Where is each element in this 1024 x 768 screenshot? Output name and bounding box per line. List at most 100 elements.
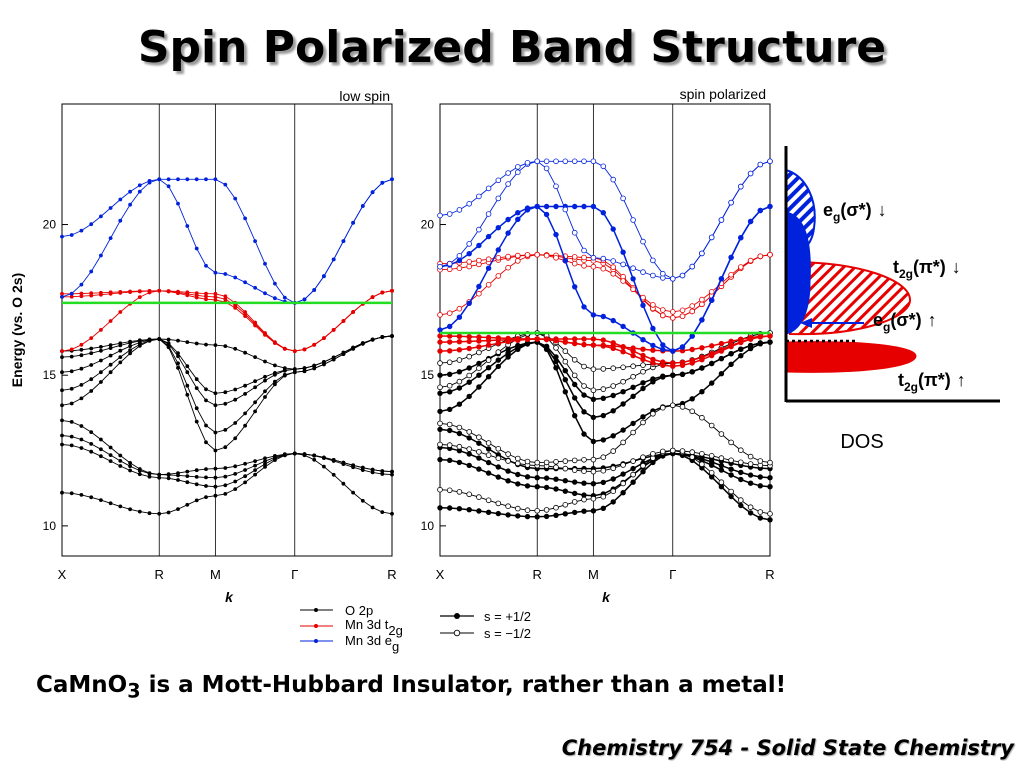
left-band-o2p-point xyxy=(380,335,385,339)
dos-t2g-up-label: t2g(π*) ↑ xyxy=(898,370,966,394)
right-band-t2g-up-point xyxy=(757,334,763,340)
left-band-t2g-point xyxy=(253,320,257,325)
left-band-o2p-point xyxy=(360,465,365,470)
right-band-eg-down-point xyxy=(485,185,492,192)
right-band-t2g-up-point xyxy=(456,339,463,345)
left-band-t2g-point xyxy=(166,289,171,293)
right-band-o2p-down-point xyxy=(571,467,578,473)
right-band-o2p-up-point xyxy=(738,469,744,476)
left-band-o2p-point xyxy=(253,472,257,477)
left-band-o2p-point xyxy=(243,411,248,416)
left-band-o2p-point xyxy=(69,386,74,391)
right-band-t2g-up-point xyxy=(747,336,754,342)
left-band-eg-point xyxy=(79,228,84,233)
right-band-t2g-down-point xyxy=(679,307,686,314)
right-band-o2p-up-point xyxy=(476,508,482,514)
right-band-o2p-down-point xyxy=(767,510,773,517)
right-band-o2p-down-point xyxy=(737,497,744,503)
right-band-o2p-up-point xyxy=(572,395,578,401)
right-band-eg-down-point xyxy=(669,275,676,282)
right-band-o2p-down-point xyxy=(590,495,597,502)
right-band-eg-down-point xyxy=(590,254,597,261)
right-band-o2p-up-point xyxy=(630,393,636,399)
left-band-o2p-point xyxy=(351,345,355,350)
right-band-eg-down-point xyxy=(640,238,646,245)
left-band-o2p-point xyxy=(223,474,228,479)
left-band-t2g-point xyxy=(99,290,103,295)
right-band-o2p-up-point xyxy=(581,431,587,437)
left-band-eg-point xyxy=(166,177,171,182)
right-band-o2p-down-point xyxy=(590,387,597,394)
right-band-t2g-down-point xyxy=(581,254,587,261)
left-band-eg-point xyxy=(60,295,64,299)
right-band-t2g-up-point xyxy=(590,342,597,348)
left-band-o2p-point xyxy=(204,423,208,428)
left-band-o2p-point xyxy=(194,406,199,411)
left-band-o2p-point xyxy=(243,423,248,428)
left-band-o2p-point xyxy=(60,370,64,375)
right-band-o2p-down-point xyxy=(514,505,521,512)
right-band-eg-up-point xyxy=(553,231,559,238)
right-band-o2p-up-point xyxy=(581,480,587,486)
left-band-o2p-point xyxy=(89,430,94,434)
left-band-o2p-point xyxy=(370,337,375,342)
left-band-o2p-point xyxy=(128,468,133,473)
right-band-o2p-up-point xyxy=(600,395,606,401)
left-band-o2p-point xyxy=(282,366,287,370)
left-band-o2p-point xyxy=(99,447,103,452)
right-band-t2g-down-point xyxy=(620,278,626,284)
left-band-o2p-point xyxy=(118,459,123,463)
right-band-eg-up-point xyxy=(689,333,695,339)
left-band-o2p-point xyxy=(60,355,64,359)
left-band-eg-point xyxy=(233,196,238,201)
right-band-t2g-up-point xyxy=(689,357,695,363)
left-band-t2g-point xyxy=(69,347,74,352)
right-band-t2g-up-point xyxy=(650,356,656,363)
right-band-o2p-up-point xyxy=(466,435,472,441)
right-band-eg-down-point xyxy=(524,160,531,166)
right-band-eg-up-point xyxy=(660,342,666,348)
left-band-eg-point xyxy=(99,253,103,258)
right-band-eg-up-point xyxy=(466,251,472,257)
right-band-t2g-up-point xyxy=(466,338,472,345)
right-band-o2p-up-point xyxy=(505,468,511,474)
right-band-t2g-down-point xyxy=(514,258,521,264)
left-band-t2g-point xyxy=(380,290,385,295)
left-band-o2p-point xyxy=(99,454,103,459)
left-band-t2g-point xyxy=(89,336,94,340)
left-band-o2p-point xyxy=(79,437,84,442)
left-band-o2p-point xyxy=(341,481,346,486)
left-band-o2p-point xyxy=(185,370,190,375)
right-band-o2p-up-point xyxy=(515,513,521,519)
right-band-t2g-down-point xyxy=(466,263,473,270)
right-band-o2p-up-point xyxy=(610,499,616,505)
right-band-o2p-down-point xyxy=(630,363,636,370)
right-band-t2g-up-point xyxy=(600,337,606,343)
right-band-o2p-up-point xyxy=(553,486,559,492)
left-band-o2p-point xyxy=(233,421,238,425)
right-band-o2p-up-point xyxy=(476,466,482,472)
left-band-o2p-point xyxy=(60,433,64,438)
right-band-o2p-up-point xyxy=(515,342,521,349)
left-band-o2p-point xyxy=(118,453,123,458)
right-band-o2p-down-point xyxy=(446,359,453,366)
right-band-o2p-up-point xyxy=(456,448,463,454)
left-band-o2p-point xyxy=(108,459,113,463)
right-band-t2g-down-point xyxy=(495,273,502,279)
caption-part-1: CaMnO xyxy=(36,672,128,698)
right-band-o2p-down-point xyxy=(476,349,482,356)
right-band-t2g-down-point xyxy=(476,290,482,297)
right-band-t2g-up-point xyxy=(718,340,725,347)
left-band-o2p-point xyxy=(204,475,208,480)
right-band-o2p-up-point xyxy=(515,481,521,487)
left-band-eg-point xyxy=(341,239,346,244)
right-band-o2p-up-point xyxy=(600,412,606,419)
right-band-o2p-down-point xyxy=(446,442,453,448)
right-band-o2p-up-point xyxy=(524,474,531,480)
left-band-eg-point xyxy=(312,288,317,292)
right-band-o2p-down-point xyxy=(630,471,636,478)
left-band-o2p-point xyxy=(69,491,74,496)
right-band-o2p-up-point xyxy=(728,472,734,478)
left-band-eg-point xyxy=(89,269,94,274)
left-band-eg-point xyxy=(380,180,385,185)
